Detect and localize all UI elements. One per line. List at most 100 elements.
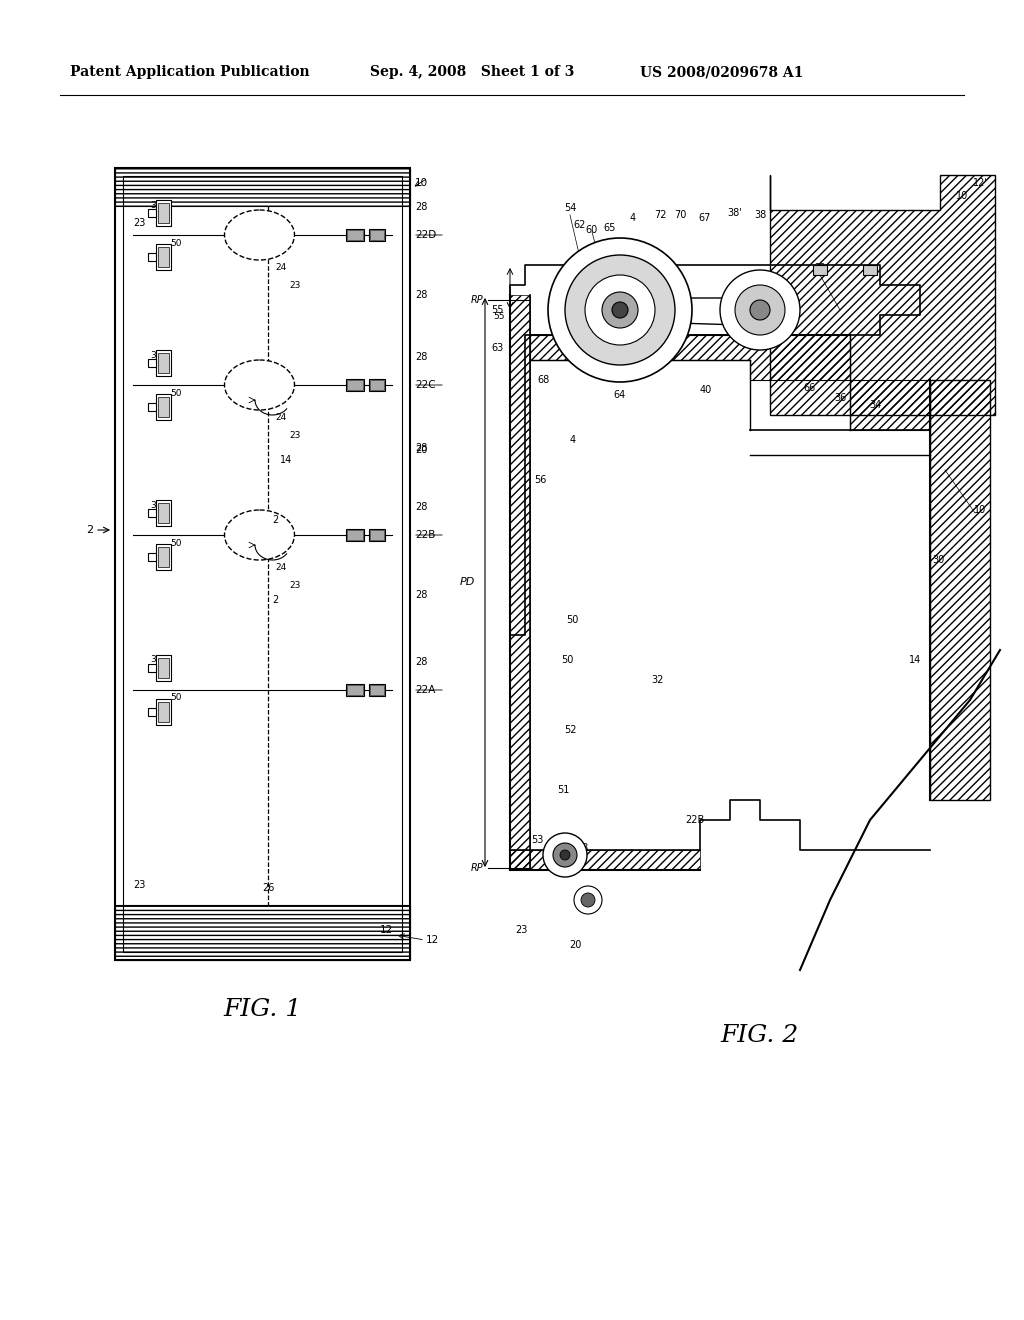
Text: 54: 54 <box>564 203 577 213</box>
Text: 22D: 22D <box>415 230 436 240</box>
Text: 38': 38' <box>728 209 742 218</box>
Text: 28: 28 <box>415 202 427 213</box>
Circle shape <box>602 292 638 327</box>
Bar <box>158 546 169 568</box>
Text: 24: 24 <box>275 263 287 272</box>
Text: 24: 24 <box>275 412 287 421</box>
Bar <box>156 393 171 420</box>
Text: 55: 55 <box>494 312 505 321</box>
Text: 67: 67 <box>698 213 712 223</box>
Bar <box>347 230 362 240</box>
Bar <box>346 684 364 696</box>
Text: FIG. 2: FIG. 2 <box>721 1023 799 1047</box>
Text: 30: 30 <box>932 554 944 565</box>
Text: 20: 20 <box>415 445 427 455</box>
Bar <box>156 544 171 570</box>
Text: 12: 12 <box>426 935 439 945</box>
Bar <box>158 503 169 523</box>
Text: RP: RP <box>470 294 483 305</box>
Bar <box>147 209 156 216</box>
Bar <box>346 228 364 242</box>
Text: PD: PD <box>460 577 475 587</box>
Text: 28: 28 <box>415 444 427 453</box>
Circle shape <box>548 238 692 381</box>
Bar <box>123 176 402 952</box>
Text: 23: 23 <box>133 218 145 228</box>
Text: 72: 72 <box>653 210 667 220</box>
Text: 2: 2 <box>272 595 279 605</box>
Text: 28: 28 <box>415 290 427 300</box>
Bar <box>147 664 156 672</box>
Bar <box>930 380 990 800</box>
Text: 53: 53 <box>575 843 588 853</box>
Bar <box>346 529 364 541</box>
Text: 40: 40 <box>699 385 712 395</box>
Text: 70: 70 <box>674 210 686 220</box>
Text: 34: 34 <box>150 351 162 359</box>
Text: 65: 65 <box>604 223 616 234</box>
Circle shape <box>565 255 675 366</box>
Bar <box>370 380 384 389</box>
Text: 12': 12' <box>973 178 987 187</box>
Bar <box>510 850 700 870</box>
Text: 22C: 22C <box>415 380 435 389</box>
Text: 60: 60 <box>586 224 598 235</box>
Bar <box>156 655 171 681</box>
Text: 56: 56 <box>534 475 546 484</box>
Bar <box>147 253 156 261</box>
Text: 28: 28 <box>415 502 427 512</box>
Bar <box>370 685 384 696</box>
Bar <box>156 500 171 525</box>
Bar <box>115 168 410 206</box>
Text: 12: 12 <box>380 925 393 935</box>
Text: 68: 68 <box>814 263 826 273</box>
Text: 26: 26 <box>262 883 274 894</box>
Text: 34: 34 <box>150 201 162 210</box>
Text: 51: 51 <box>557 785 569 795</box>
Bar <box>158 247 169 267</box>
Circle shape <box>553 843 577 867</box>
Circle shape <box>720 271 800 350</box>
Circle shape <box>750 300 770 319</box>
Text: 34: 34 <box>150 656 162 664</box>
Text: 10: 10 <box>955 191 968 201</box>
Bar <box>347 380 362 389</box>
Bar <box>370 230 384 240</box>
Text: 50: 50 <box>170 539 181 548</box>
Circle shape <box>735 285 785 335</box>
Bar <box>370 531 384 540</box>
Bar <box>347 685 362 696</box>
Bar <box>147 510 156 517</box>
Bar <box>369 228 385 242</box>
Text: 53: 53 <box>530 836 543 845</box>
Ellipse shape <box>224 360 295 411</box>
Bar <box>156 700 171 725</box>
Text: 66: 66 <box>804 383 816 393</box>
Text: 50: 50 <box>561 655 573 665</box>
Bar <box>346 379 364 391</box>
Text: 52: 52 <box>564 725 577 735</box>
Text: 32: 32 <box>652 675 665 685</box>
Text: 34: 34 <box>150 500 162 510</box>
Ellipse shape <box>224 510 295 560</box>
Text: 20: 20 <box>568 940 582 950</box>
Text: 28: 28 <box>415 657 427 667</box>
Text: 10: 10 <box>974 506 986 515</box>
Bar <box>158 702 169 722</box>
Text: 2: 2 <box>86 525 93 535</box>
Bar <box>369 529 385 541</box>
Text: 64: 64 <box>613 389 626 400</box>
Bar <box>156 244 171 271</box>
Text: 22B: 22B <box>685 814 705 825</box>
Bar <box>156 350 171 376</box>
Text: Patent Application Publication: Patent Application Publication <box>70 65 309 79</box>
Bar <box>369 379 385 391</box>
Text: 24: 24 <box>275 562 287 572</box>
Text: 10: 10 <box>415 178 428 187</box>
Text: 14: 14 <box>280 455 292 465</box>
Bar <box>115 168 410 960</box>
Text: 50: 50 <box>566 615 579 624</box>
Text: 23: 23 <box>290 430 301 440</box>
Text: 50: 50 <box>170 239 181 248</box>
Polygon shape <box>605 298 798 325</box>
